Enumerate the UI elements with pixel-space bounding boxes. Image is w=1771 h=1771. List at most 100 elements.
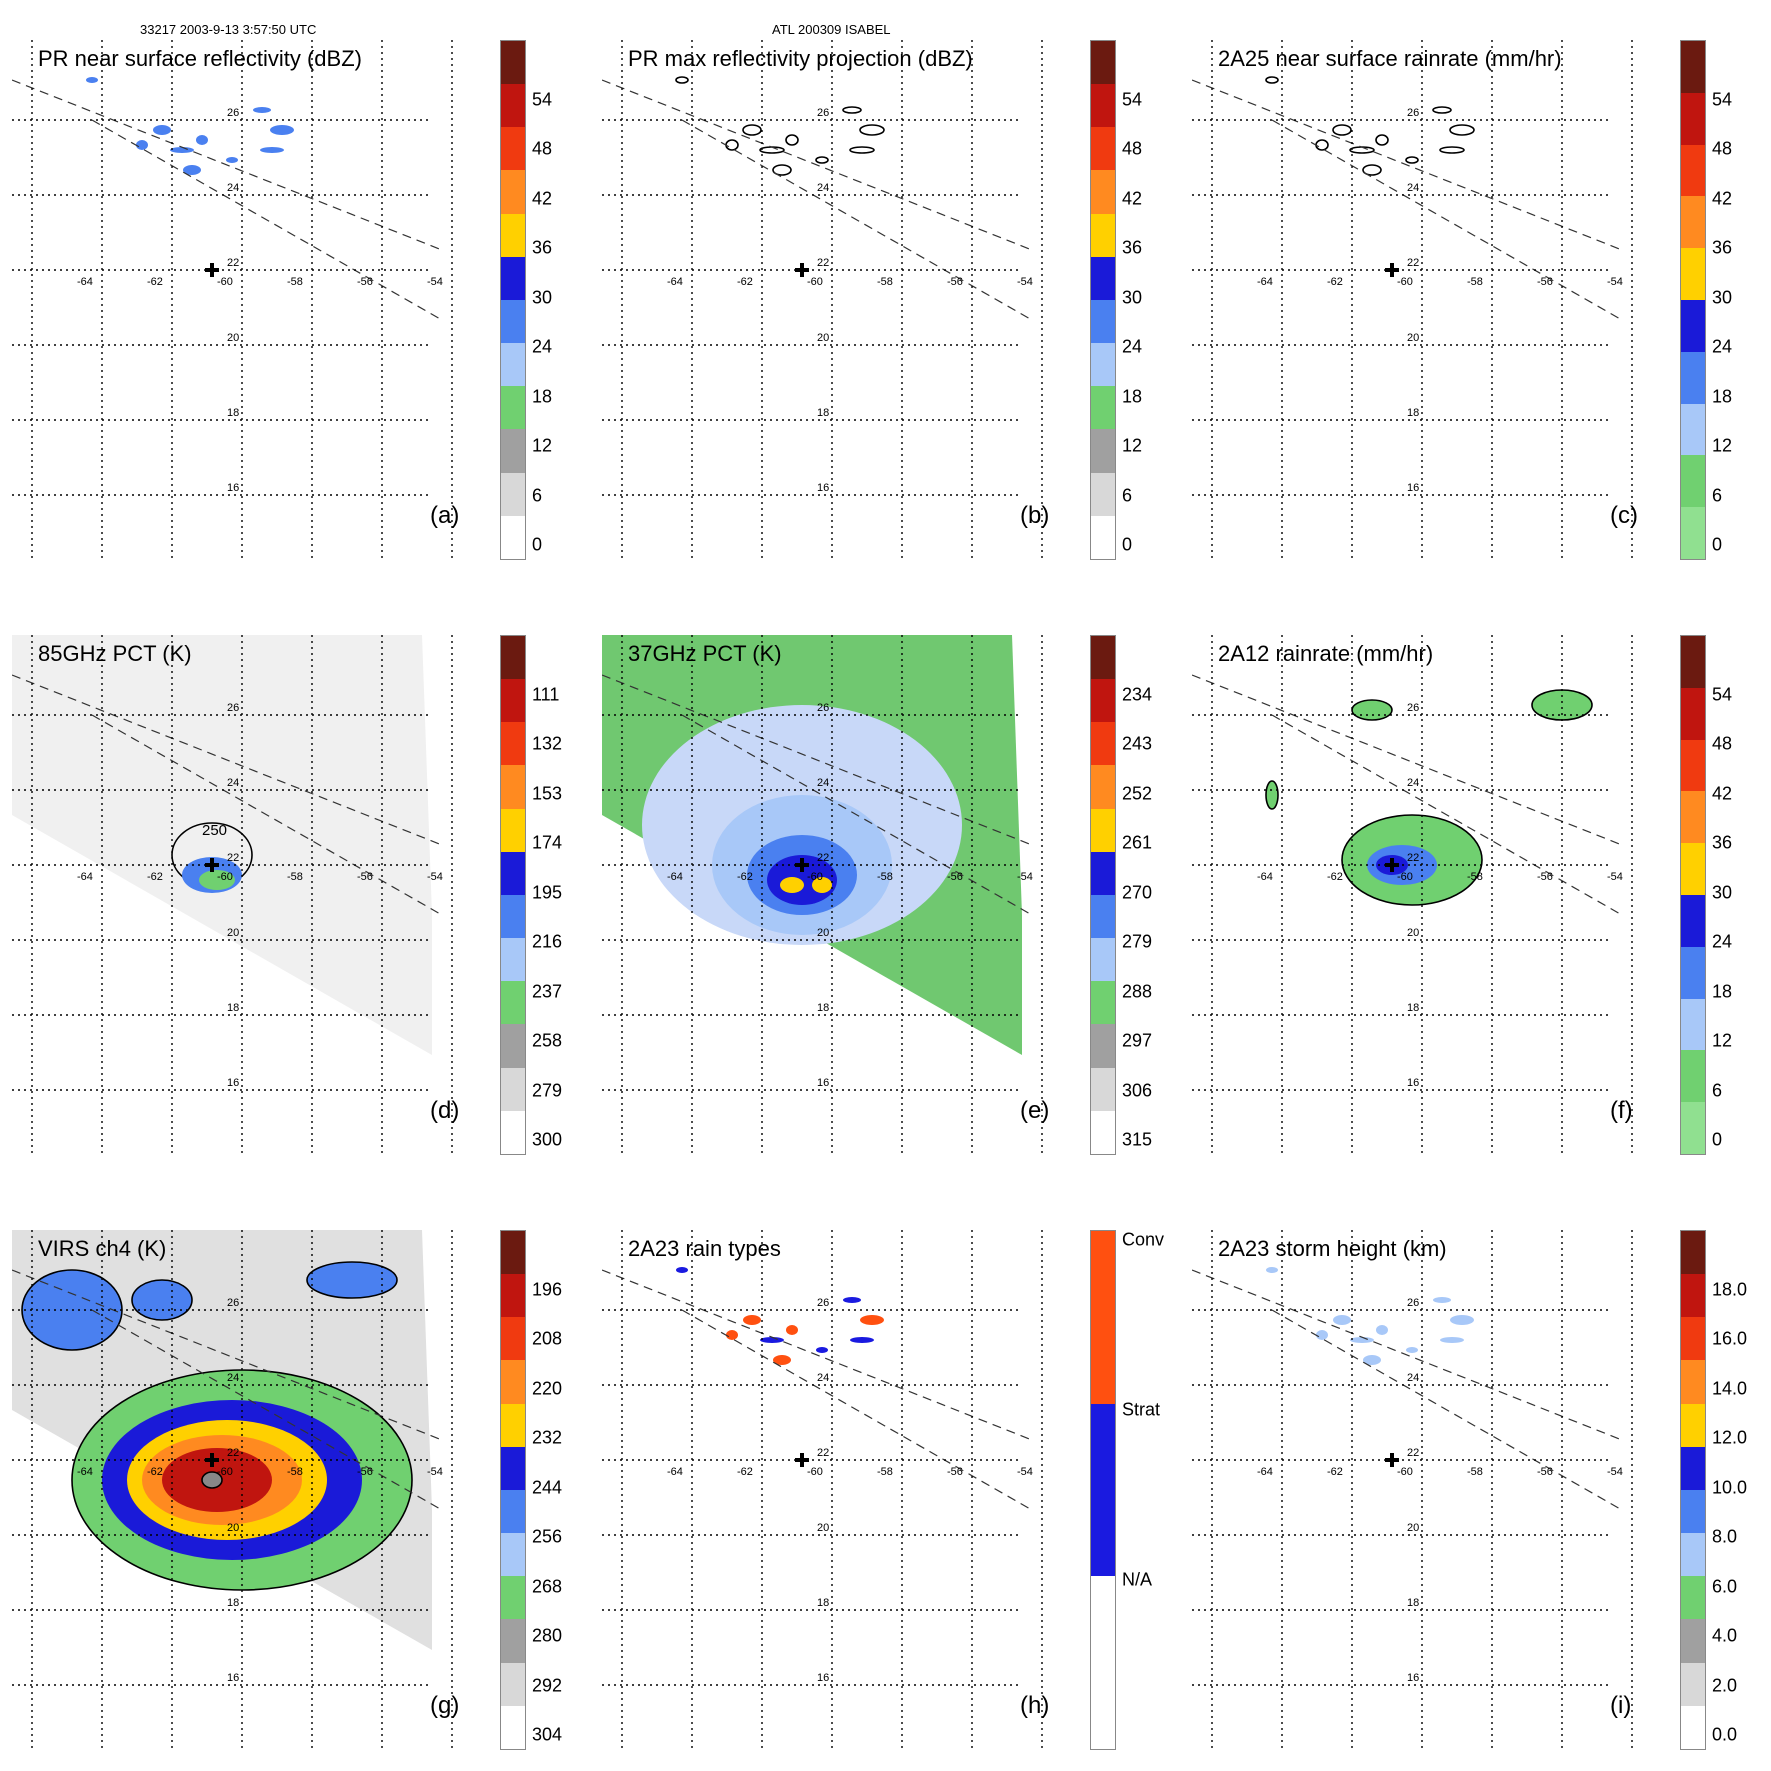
longitude-label: -54 bbox=[427, 276, 443, 288]
colorbar-segment bbox=[1681, 1317, 1705, 1361]
panel-title: 2A12 rainrate (mm/hr) bbox=[1218, 641, 1434, 666]
precip-echo bbox=[1432, 106, 1452, 114]
storm-center-marker bbox=[1385, 1453, 1399, 1467]
colorbar-segment bbox=[1091, 127, 1115, 171]
colorbar-segment bbox=[1091, 851, 1115, 895]
colorbar-segment bbox=[1681, 455, 1705, 508]
colorbar-segment bbox=[1681, 1619, 1705, 1663]
panel-label: (i) bbox=[1610, 1692, 1632, 1719]
colorbar-segment bbox=[1091, 1110, 1115, 1154]
latitude-label: 20 bbox=[227, 927, 239, 939]
latitude-label: 20 bbox=[817, 927, 829, 939]
colorbar-segment bbox=[501, 938, 525, 982]
longitude-label: -62 bbox=[147, 871, 163, 883]
precip-echo bbox=[226, 157, 238, 163]
colorbar-tick-label: 36 bbox=[1122, 237, 1143, 258]
colorbar-tick-label: 196 bbox=[532, 1279, 563, 1299]
longitude-label: -58 bbox=[1467, 1466, 1483, 1478]
colorbar-segment bbox=[1091, 1576, 1115, 1749]
colorbar-tick-label: 6.0 bbox=[1712, 1576, 1738, 1597]
colorbar-segment bbox=[501, 1446, 525, 1490]
colorbar-tick-label: 270 bbox=[1122, 882, 1153, 903]
colorbar-tick-label: 18.0 bbox=[1712, 1279, 1748, 1299]
pr-swath-edge bbox=[602, 674, 1033, 846]
longitude-label: -54 bbox=[1607, 1466, 1623, 1478]
colorbar bbox=[1090, 40, 1116, 560]
longitude-label: -56 bbox=[357, 1466, 373, 1478]
latitude-label: 22 bbox=[227, 257, 239, 269]
colorbar-tick-label: 54 bbox=[1712, 684, 1733, 704]
colorbar bbox=[1090, 1230, 1116, 1750]
colorbar-tick-label: 42 bbox=[1712, 188, 1733, 209]
colorbar-tick-label: 0 bbox=[1122, 534, 1133, 555]
latitude-label: 16 bbox=[227, 1077, 239, 1089]
colorbar bbox=[500, 40, 526, 560]
colorbar-tick-label: 111 bbox=[532, 684, 560, 704]
colorbar-tick-label: 30 bbox=[1712, 287, 1733, 308]
colorbar-segment bbox=[1681, 248, 1705, 300]
latitude-label: 18 bbox=[227, 407, 239, 419]
colorbar-tick-label: 54 bbox=[532, 89, 553, 109]
panel-label: (c) bbox=[1610, 502, 1638, 529]
latitude-label: 24 bbox=[227, 777, 239, 789]
precip-echo bbox=[86, 77, 98, 83]
longitude-label: -64 bbox=[1257, 871, 1273, 883]
longitude-label: -58 bbox=[1467, 276, 1483, 288]
precip-echo bbox=[1440, 1337, 1464, 1343]
storm-name-label: ATL 200309 ISABEL bbox=[772, 22, 891, 37]
colorbar-tick-label: 279 bbox=[1122, 931, 1153, 952]
colorbar-tick-label: 0 bbox=[532, 534, 543, 555]
colorbar-tick-label: 48 bbox=[1712, 733, 1733, 754]
colorbar-segment bbox=[1681, 1102, 1705, 1154]
panel-title: PR max reflectivity projection (dBZ) bbox=[628, 46, 973, 71]
colorbar-tick-label: 174 bbox=[532, 832, 563, 853]
colorbar-segment bbox=[1091, 213, 1115, 257]
precip-echo bbox=[1433, 1297, 1451, 1303]
precip-echo bbox=[306, 1261, 398, 1299]
map-canvas: -64 -62 -60 -58 -56 -54 26 24 22 20 18 16 bbox=[1192, 40, 1633, 560]
colorbar-tick-label: 6 bbox=[1122, 485, 1133, 506]
map-area: 250 -64 -62 -60 -58 -56 -54 26 24 22 20 18 16 bbox=[12, 635, 484, 1155]
colorbar-tick-label: 30 bbox=[1712, 882, 1733, 903]
colorbar-segment bbox=[1091, 1067, 1115, 1111]
colorbar-tick-label: 42 bbox=[532, 188, 553, 209]
colorbar-segment bbox=[1681, 739, 1705, 792]
storm-center-marker bbox=[795, 1453, 809, 1467]
colorbar-tick-label: 315 bbox=[1122, 1129, 1153, 1150]
latitude-label: 16 bbox=[817, 1077, 829, 1089]
panel-label: (g) bbox=[430, 1692, 460, 1719]
colorbar bbox=[500, 635, 526, 1155]
colorbar-segment bbox=[1681, 1403, 1705, 1447]
panel-label: (f) bbox=[1610, 1097, 1633, 1124]
longitude-label: -54 bbox=[427, 1466, 443, 1478]
precip-echo bbox=[773, 1355, 791, 1365]
colorbar-tick-label: 24 bbox=[532, 336, 553, 357]
precip-echo bbox=[759, 146, 785, 154]
latitude-label: 22 bbox=[817, 1447, 829, 1459]
longitude-label: -60 bbox=[1397, 1466, 1413, 1478]
longitude-label: -56 bbox=[1537, 276, 1553, 288]
longitude-label: -62 bbox=[737, 1466, 753, 1478]
colorbar-tick-label: 36 bbox=[1712, 832, 1733, 853]
pr-swath-edge bbox=[1192, 674, 1623, 846]
latitude-label: 18 bbox=[1407, 1002, 1419, 1014]
map-canvas: -64 -62 -60 -58 -56 -54 26 24 22 20 18 16 bbox=[1192, 1230, 1633, 1750]
map-panel-g: -64 -62 -60 -58 -56 -54 26 24 22 20 18 16 VIRS ch4 (… bbox=[0, 1230, 562, 1750]
longitude-label: -54 bbox=[1017, 1466, 1033, 1478]
longitude-label: -64 bbox=[77, 1466, 93, 1478]
precip-echo bbox=[760, 1337, 784, 1343]
map-area: -64 -62 -60 -58 -56 -54 26 24 22 20 18 16 bbox=[12, 1230, 484, 1750]
precip-echo bbox=[1450, 1315, 1474, 1325]
colorbar-tick-label: Conv bbox=[1122, 1229, 1165, 1250]
longitude-label: -60 bbox=[807, 276, 823, 288]
precip-echo bbox=[196, 135, 208, 145]
colorbar-tick-label: 6 bbox=[532, 485, 543, 506]
colorbar-segment bbox=[501, 1489, 525, 1534]
colorbar-segment bbox=[1681, 1489, 1705, 1534]
colorbar-segment bbox=[1091, 256, 1115, 300]
latitude-label: 16 bbox=[817, 482, 829, 494]
map-area: -64 -62 -60 -58 -56 -54 26 24 22 20 18 16 bbox=[602, 40, 1074, 560]
longitude-label: -58 bbox=[1467, 871, 1483, 883]
colorbar-segment bbox=[501, 1274, 525, 1318]
colorbar-tick-label: 18 bbox=[532, 386, 553, 407]
